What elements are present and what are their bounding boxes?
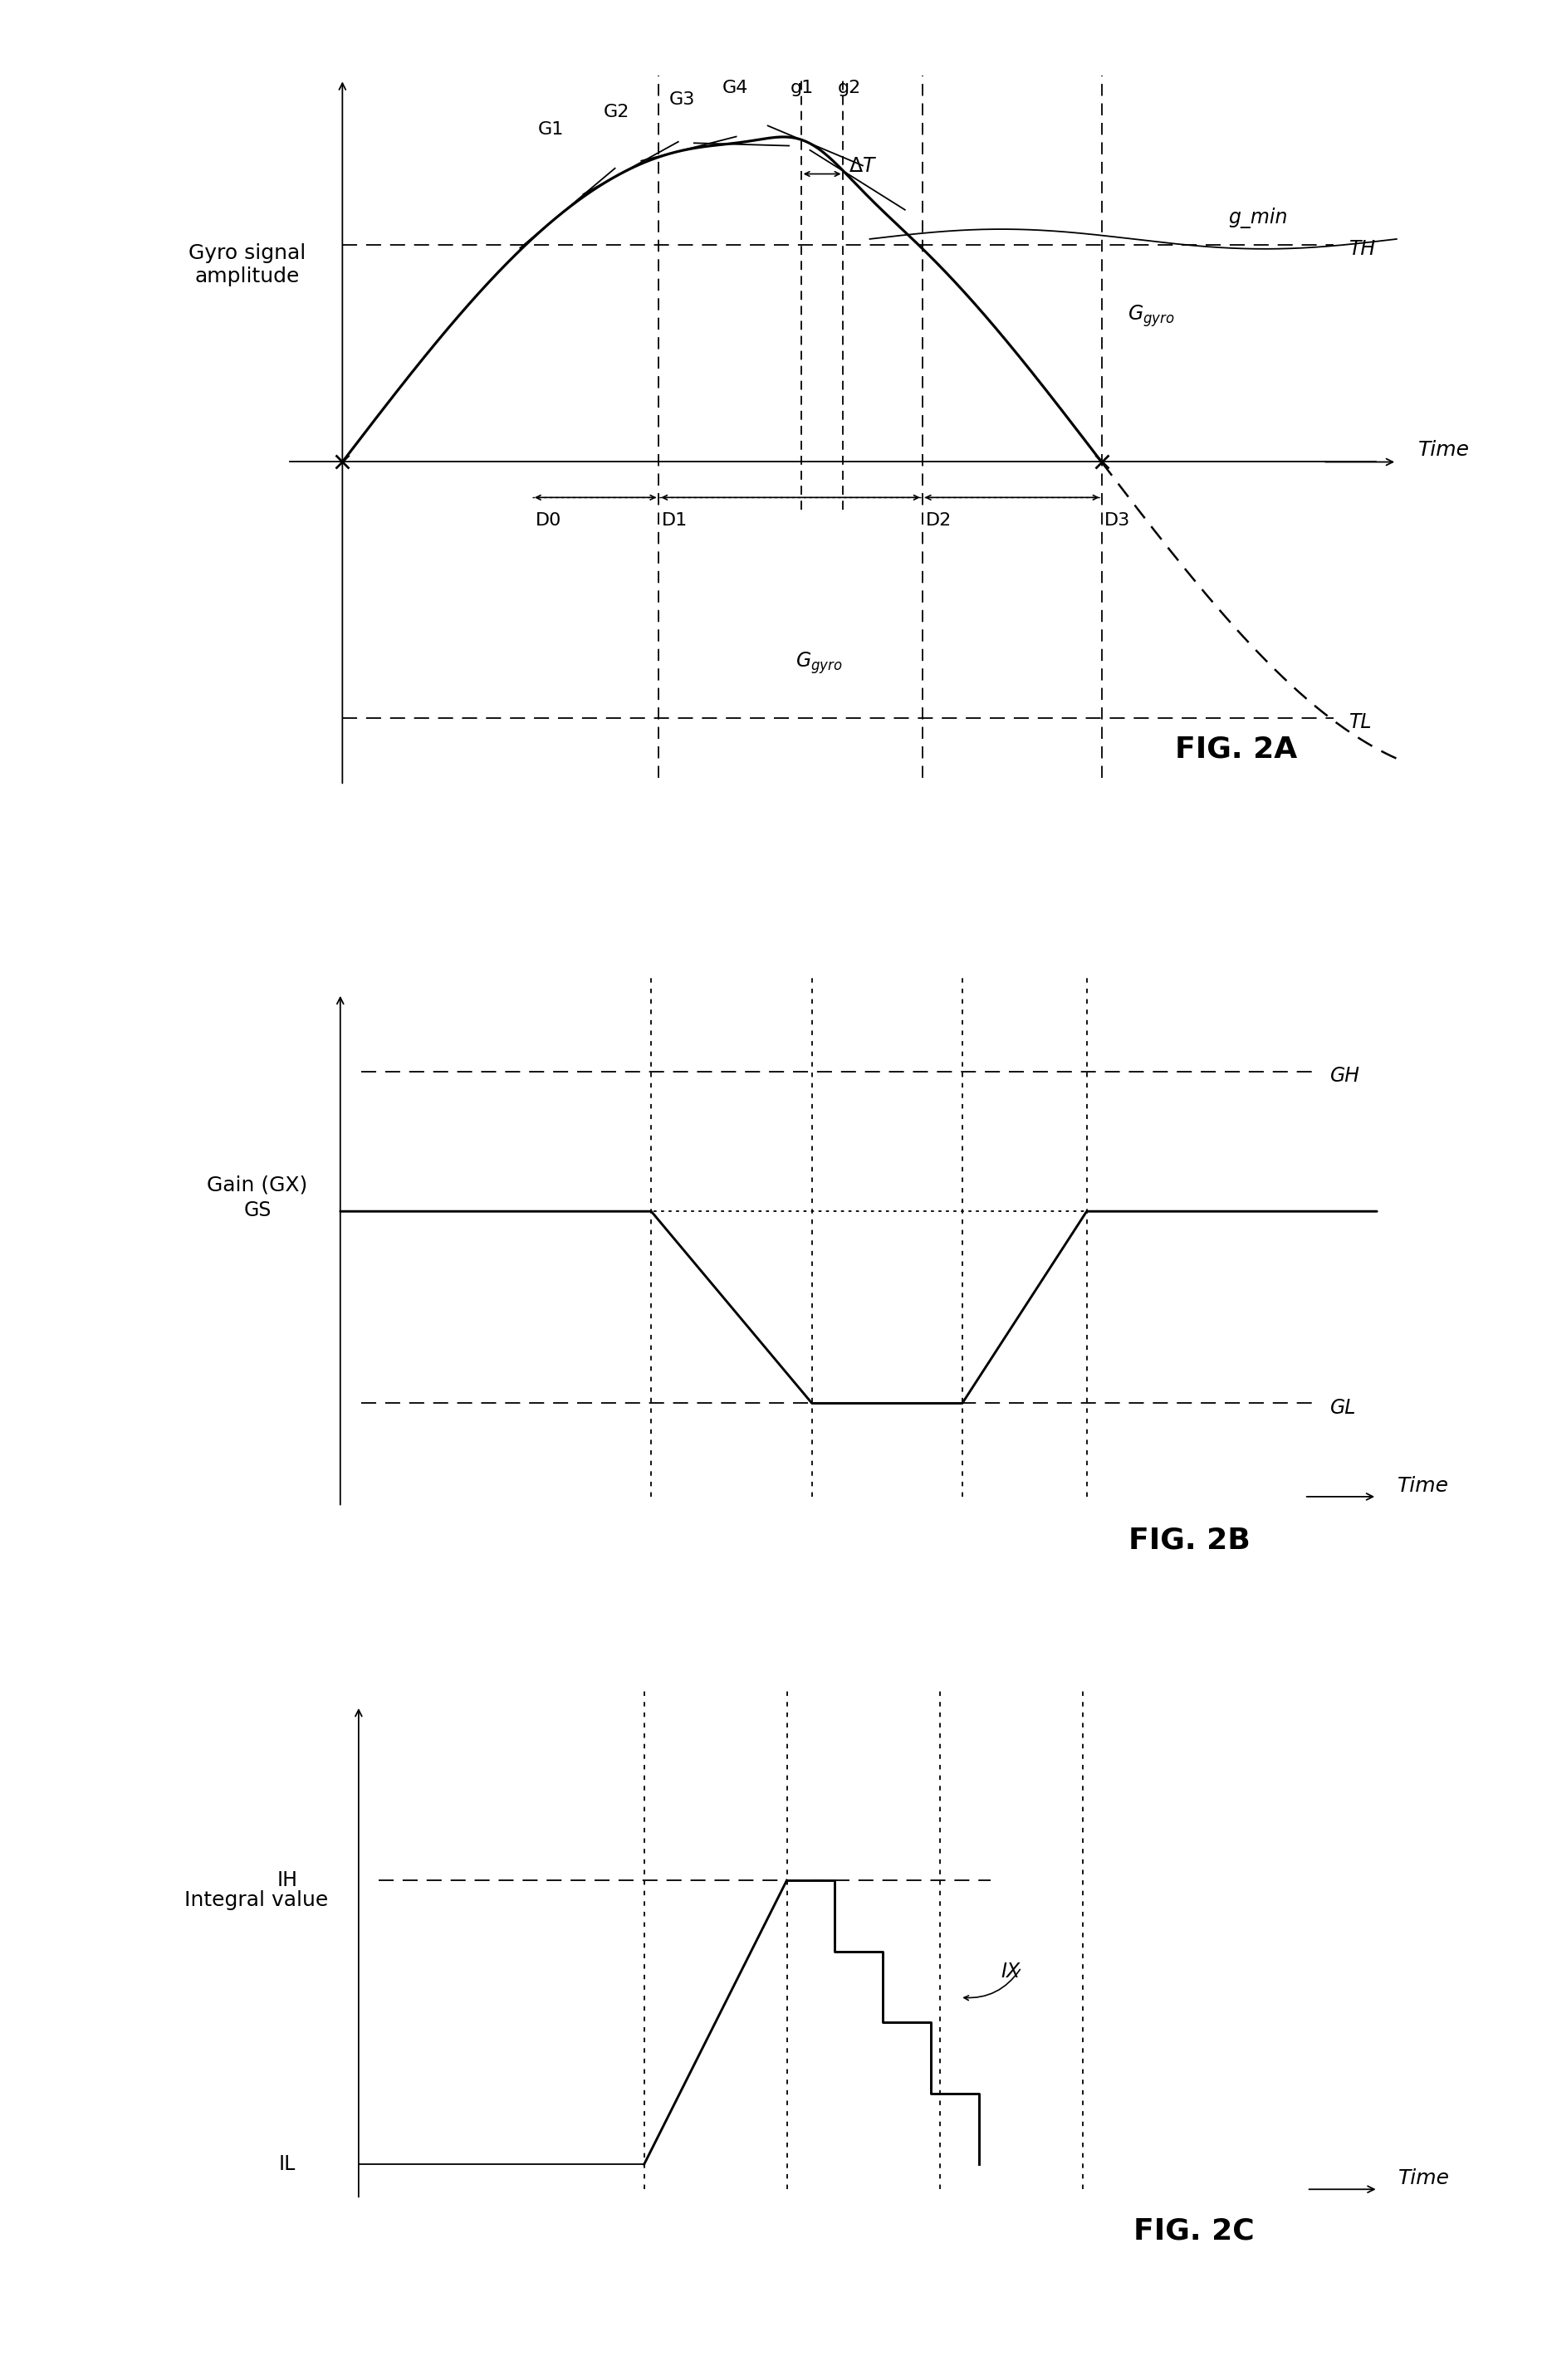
Text: G3: G3: [669, 90, 695, 107]
Text: g2: g2: [837, 81, 862, 95]
Text: Time: Time: [1397, 1476, 1449, 1495]
Text: D2: D2: [925, 512, 951, 528]
Text: FIG. 2C: FIG. 2C: [1133, 2216, 1254, 2244]
Text: TH: TH: [1349, 238, 1375, 259]
Text: G4: G4: [722, 81, 748, 95]
Text: Integral value: Integral value: [185, 1890, 328, 1911]
Text: g_min: g_min: [1227, 207, 1288, 228]
Text: D0: D0: [535, 512, 561, 528]
Text: $G_{gyro}$: $G_{gyro}$: [1127, 302, 1175, 328]
Text: GL: GL: [1331, 1397, 1357, 1418]
Text: GS: GS: [244, 1202, 271, 1221]
Text: G1: G1: [538, 121, 563, 138]
Text: FIG. 2A: FIG. 2A: [1175, 735, 1298, 764]
Text: IX: IX: [1001, 1961, 1021, 1983]
Text: g1: g1: [791, 81, 814, 95]
Text: G2: G2: [604, 102, 631, 119]
Text: TL: TL: [1349, 712, 1372, 733]
Text: Gain (GX): Gain (GX): [207, 1176, 308, 1195]
Text: IL: IL: [279, 2154, 296, 2175]
Text: D1: D1: [662, 512, 688, 528]
Text: $\Delta T$: $\Delta T$: [848, 157, 877, 176]
Text: $G_{gyro}$: $G_{gyro}$: [796, 650, 843, 676]
Text: IH: IH: [278, 1871, 298, 1890]
Text: GH: GH: [1331, 1066, 1360, 1085]
Text: D3: D3: [1104, 512, 1130, 528]
Text: FIG. 2B: FIG. 2B: [1129, 1526, 1251, 1554]
Text: Time: Time: [1417, 440, 1470, 459]
Text: Gyro signal
amplitude: Gyro signal amplitude: [188, 243, 307, 286]
Text: Time: Time: [1399, 2168, 1449, 2190]
